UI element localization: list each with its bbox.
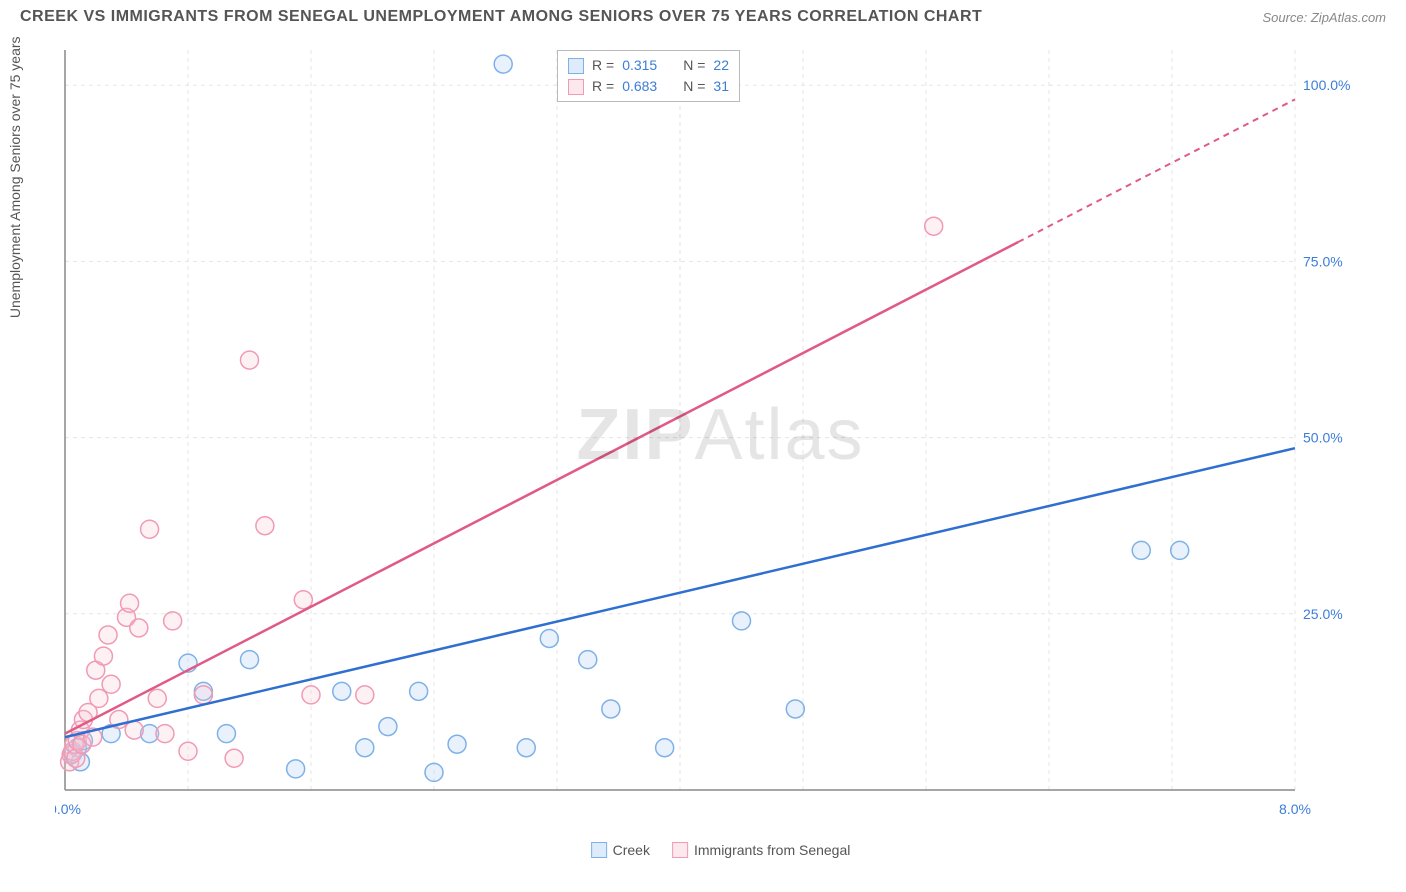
x-tick-label: 8.0% [1279, 801, 1311, 817]
creek-point [425, 763, 443, 781]
creek-point [602, 700, 620, 718]
x-tick-label: 0.0% [55, 801, 81, 817]
senegal-r-value: 0.683 [622, 76, 657, 97]
creek-n-value: 22 [713, 55, 729, 76]
senegal-point [130, 619, 148, 637]
y-tick-label: 100.0% [1303, 77, 1350, 93]
y-tick-label: 75.0% [1303, 253, 1343, 269]
creek-point [217, 725, 235, 743]
creek-point [333, 682, 351, 700]
senegal-n-value: 31 [713, 76, 729, 97]
senegal-point [194, 686, 212, 704]
senegal-point [94, 647, 112, 665]
creek-point [656, 739, 674, 757]
chart-area: Unemployment Among Seniors over 75 years… [55, 40, 1386, 862]
correlation-row-creek: R = 0.315 N = 22 [568, 55, 729, 76]
creek-point [1132, 541, 1150, 559]
senegal-point [256, 517, 274, 535]
senegal-point [125, 721, 143, 739]
creek-point [1171, 541, 1189, 559]
y-tick-label: 25.0% [1303, 606, 1343, 622]
scatter-chart: 25.0% 50.0% 75.0% 100.0% 0.0% 8.0% [55, 40, 1365, 830]
legend-item-creek: Creek [591, 842, 650, 858]
senegal-point [164, 612, 182, 630]
senegal-point [141, 520, 159, 538]
correlation-legend: R = 0.315 N = 22 R = 0.683 N = 31 [557, 50, 740, 102]
r-label: R = [592, 55, 614, 76]
senegal-point [302, 686, 320, 704]
creek-legend-label: Creek [613, 842, 650, 858]
senegal-point [179, 742, 197, 760]
creek-swatch-icon [568, 58, 584, 74]
senegal-point [241, 351, 259, 369]
correlation-row-senegal: R = 0.683 N = 31 [568, 76, 729, 97]
senegal-point [925, 217, 943, 235]
creek-point [410, 682, 428, 700]
creek-point [379, 718, 397, 736]
creek-r-value: 0.315 [622, 55, 657, 76]
creek-point [287, 760, 305, 778]
chart-title: CREEK VS IMMIGRANTS FROM SENEGAL UNEMPLO… [20, 8, 982, 26]
creek-point [494, 55, 512, 73]
legend-item-senegal: Immigrants from Senegal [672, 842, 850, 858]
senegal-point [294, 591, 312, 609]
senegal-point [225, 749, 243, 767]
senegal-point [121, 594, 139, 612]
source-attribution: Source: ZipAtlas.com [1262, 10, 1386, 25]
y-tick-label: 50.0% [1303, 430, 1343, 446]
creek-point [786, 700, 804, 718]
creek-point [241, 651, 259, 669]
r-label: R = [592, 76, 614, 97]
senegal-swatch-icon [568, 79, 584, 95]
senegal-legend-label: Immigrants from Senegal [694, 842, 850, 858]
senegal-point [102, 675, 120, 693]
creek-point [540, 629, 558, 647]
creek-point [448, 735, 466, 753]
n-label: N = [683, 55, 705, 76]
creek-legend-swatch-icon [591, 842, 607, 858]
creek-point [733, 612, 751, 630]
senegal-point [99, 626, 117, 644]
creek-point [579, 651, 597, 669]
n-label: N = [683, 76, 705, 97]
senegal-point [148, 689, 166, 707]
creek-point [517, 739, 535, 757]
senegal-trendline [65, 242, 1018, 734]
senegal-legend-swatch-icon [672, 842, 688, 858]
creek-point [356, 739, 374, 757]
senegal-point [356, 686, 374, 704]
senegal-point [156, 725, 174, 743]
series-legend: Creek Immigrants from Senegal [591, 842, 851, 858]
senegal-trendline-extrap [1018, 99, 1295, 242]
y-axis-label: Unemployment Among Seniors over 75 years [7, 36, 23, 318]
senegal-point [90, 689, 108, 707]
